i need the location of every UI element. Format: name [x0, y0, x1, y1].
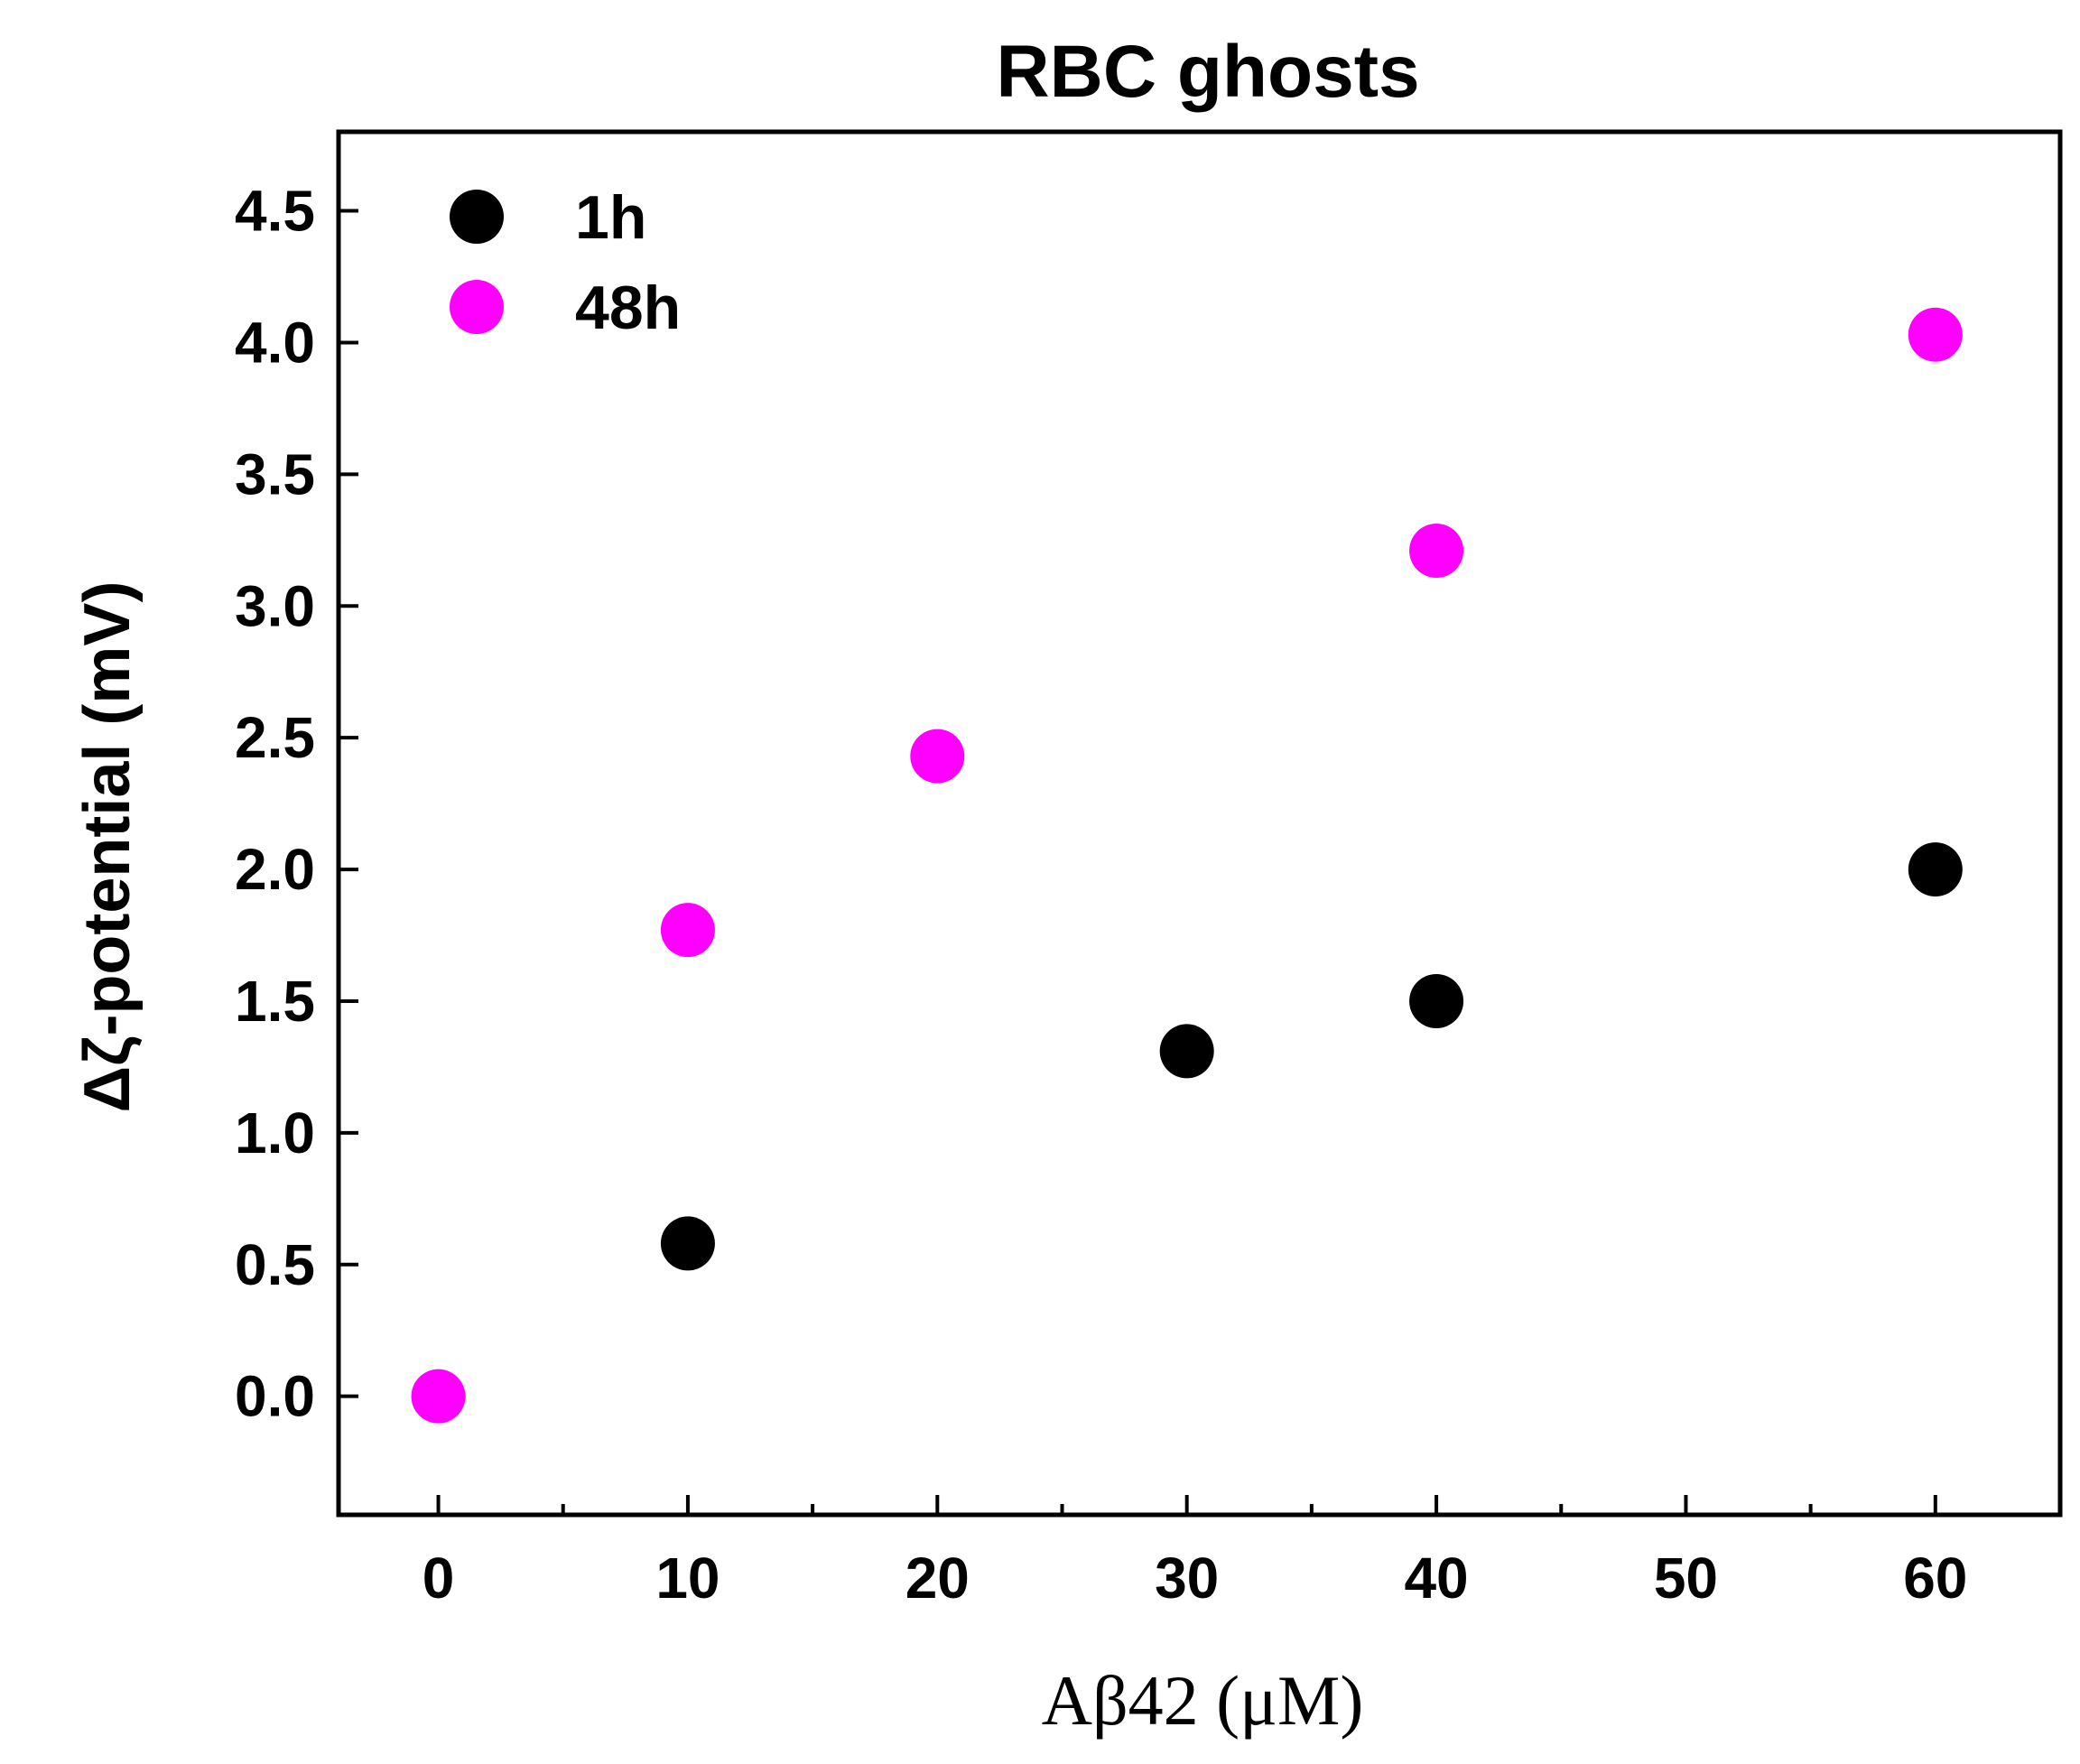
data-point-1h	[1908, 842, 1963, 897]
chart-title: RBC ghosts	[996, 31, 1419, 113]
y-tick-label: 2.0	[235, 837, 315, 902]
y-tick-label: 4.0	[235, 310, 315, 375]
data-point-48h	[1409, 523, 1464, 578]
y-tick-label: 2.5	[235, 705, 315, 770]
legend-label-48h: 48h	[575, 274, 681, 342]
x-axis-label: Aβ42 (μM)	[1042, 1661, 1364, 1740]
x-tick-label: 20	[905, 1546, 970, 1611]
data-point-48h	[910, 729, 965, 784]
legend-label-1h: 1h	[575, 183, 646, 252]
x-tick-label: 40	[1404, 1546, 1468, 1611]
axis-ticks	[339, 209, 1937, 1515]
data-point-48h	[1908, 307, 1963, 362]
y-axis-label: Δζ-potential (mV)	[71, 581, 144, 1113]
data-point-1h	[1159, 1024, 1214, 1079]
x-tick-label: 50	[1654, 1546, 1718, 1611]
y-tick-label: 1.5	[235, 969, 315, 1034]
x-tick-label: 30	[1155, 1546, 1219, 1611]
y-tick-label: 0.5	[235, 1232, 315, 1297]
x-tick-label: 10	[655, 1546, 720, 1611]
y-tick-label: 3.0	[235, 573, 315, 638]
x-tick-label: 0	[422, 1546, 455, 1611]
x-tick-label: 60	[1903, 1546, 1967, 1611]
axis-tick-labels: 0 10 20 30 40 50 60 0.0 0.5 1.0 1.5 2.0 2.5 3.0 3.5 4.0…	[235, 179, 1967, 1611]
y-tick-label: 3.5	[235, 441, 315, 506]
data-point-48h	[411, 1369, 466, 1424]
y-tick-label: 0.0	[235, 1364, 315, 1429]
y-tick-label: 4.5	[235, 179, 315, 244]
data-point-1h	[660, 1216, 715, 1271]
data-point-48h	[660, 903, 715, 958]
data-point-1h	[1409, 973, 1464, 1028]
y-tick-label: 1.0	[235, 1100, 315, 1165]
data-points	[411, 307, 1963, 1424]
legend-marker-1h	[450, 190, 504, 244]
legend-marker-48h	[450, 280, 504, 334]
plot-frame	[336, 129, 2063, 1518]
